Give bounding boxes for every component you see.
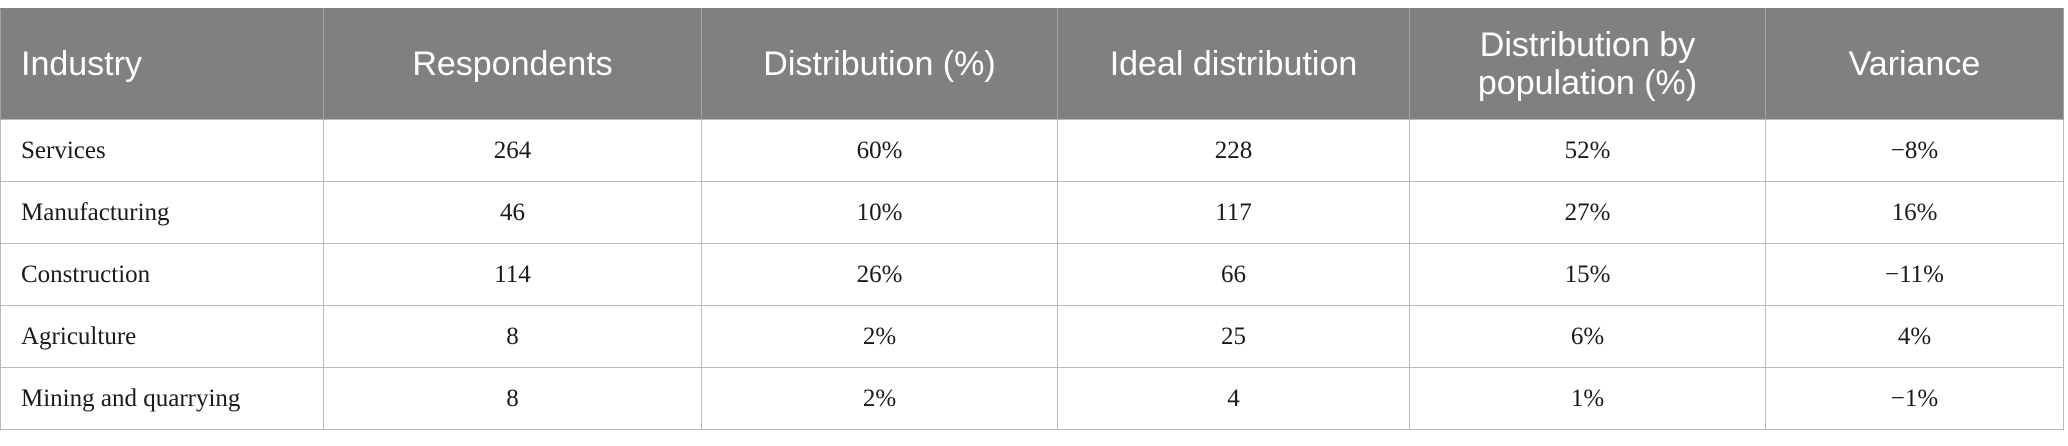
cell-distribution: 2%: [701, 305, 1058, 368]
cell-industry: Services: [0, 119, 324, 182]
cell-distribution: 26%: [701, 243, 1058, 306]
cell-variance: −11%: [1765, 243, 2064, 306]
cell-ideal-distribution: 117: [1057, 181, 1410, 244]
cell-variance: 4%: [1765, 305, 2064, 368]
cell-respondents: 8: [323, 367, 702, 430]
table-row: Mining and quarrying 8 2% 4 1% −1%: [0, 367, 2064, 430]
cell-ideal-distribution: 66: [1057, 243, 1410, 306]
industry-distribution-table: Industry Respondents Distribution (%) Id…: [0, 8, 2064, 430]
cell-industry: Construction: [0, 243, 324, 306]
cell-distribution: 10%: [701, 181, 1058, 244]
table-row: Construction 114 26% 66 15% −11%: [0, 243, 2064, 306]
table-body: Services 264 60% 228 52% −8% Manufacturi…: [0, 119, 2064, 430]
table-row: Manufacturing 46 10% 117 27% 16%: [0, 181, 2064, 244]
header-industry: Industry: [0, 8, 324, 120]
cell-distribution-by-population: 52%: [1409, 119, 1766, 182]
cell-distribution: 2%: [701, 367, 1058, 430]
data-table-container: Industry Respondents Distribution (%) Id…: [0, 8, 2064, 430]
header-variance: Variance: [1765, 8, 2064, 120]
cell-distribution-by-population: 6%: [1409, 305, 1766, 368]
cell-respondents: 264: [323, 119, 702, 182]
cell-respondents: 114: [323, 243, 702, 306]
cell-variance: −8%: [1765, 119, 2064, 182]
cell-respondents: 46: [323, 181, 702, 244]
cell-respondents: 8: [323, 305, 702, 368]
cell-distribution-by-population: 1%: [1409, 367, 1766, 430]
cell-distribution-by-population: 15%: [1409, 243, 1766, 306]
cell-variance: 16%: [1765, 181, 2064, 244]
header-respondents: Respondents: [323, 8, 702, 120]
header-distribution-by-population: Distribution by population (%): [1409, 8, 1766, 120]
cell-ideal-distribution: 4: [1057, 367, 1410, 430]
cell-industry: Mining and quarrying: [0, 367, 324, 430]
cell-distribution: 60%: [701, 119, 1058, 182]
cell-industry: Agriculture: [0, 305, 324, 368]
header-distribution: Distribution (%): [701, 8, 1058, 120]
table-header: Industry Respondents Distribution (%) Id…: [0, 8, 2064, 120]
table-row: Agriculture 8 2% 25 6% 4%: [0, 305, 2064, 368]
table-row: Services 264 60% 228 52% −8%: [0, 119, 2064, 182]
cell-variance: −1%: [1765, 367, 2064, 430]
cell-industry: Manufacturing: [0, 181, 324, 244]
cell-ideal-distribution: 228: [1057, 119, 1410, 182]
cell-ideal-distribution: 25: [1057, 305, 1410, 368]
header-ideal-distribution: Ideal distribution: [1057, 8, 1410, 120]
header-row: Industry Respondents Distribution (%) Id…: [0, 8, 2064, 120]
cell-distribution-by-population: 27%: [1409, 181, 1766, 244]
